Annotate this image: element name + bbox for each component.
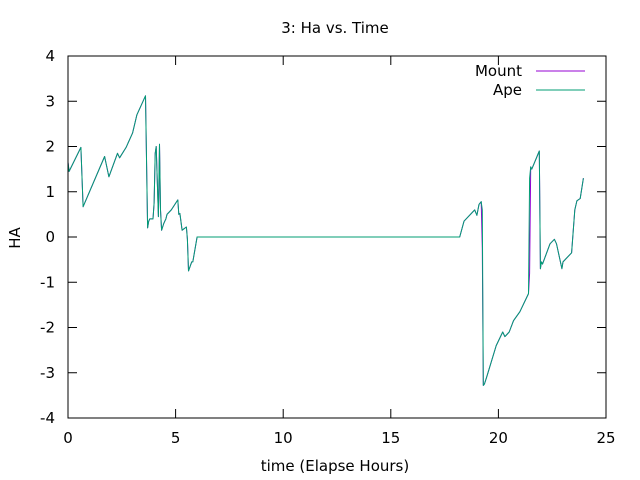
legend-label-ape: Ape bbox=[493, 81, 522, 99]
chart-title: 3: Ha vs. Time bbox=[281, 19, 389, 37]
y-tick-label: 1 bbox=[45, 183, 55, 201]
x-axis-ticks: 0 5 10 15 20 25 bbox=[63, 56, 616, 447]
y-tick-label: -1 bbox=[40, 273, 55, 291]
x-tick-label: 5 bbox=[171, 429, 181, 447]
y-axis-ticks: -4 -3 -2 -1 0 1 2 3 4 bbox=[40, 47, 606, 427]
y-tick-label: -4 bbox=[40, 409, 55, 427]
y-tick-label: 4 bbox=[45, 47, 55, 65]
x-tick-label: 0 bbox=[63, 429, 73, 447]
y-tick-label: 0 bbox=[45, 228, 55, 246]
plot-series bbox=[67, 95, 584, 386]
x-tick-label: 25 bbox=[596, 429, 615, 447]
y-tick-label: 3 bbox=[45, 92, 55, 110]
y-tick-label: -3 bbox=[40, 364, 55, 382]
x-tick-label: 15 bbox=[381, 429, 400, 447]
series-line-ape bbox=[67, 95, 584, 386]
series-line-mount bbox=[67, 95, 584, 386]
x-tick-label: 10 bbox=[274, 429, 293, 447]
legend-label-mount: Mount bbox=[475, 62, 522, 80]
y-axis-title: HA bbox=[6, 226, 24, 248]
x-axis-title: time (Elapse Hours) bbox=[261, 457, 409, 475]
x-tick-label: 20 bbox=[489, 429, 508, 447]
plot-frame bbox=[67, 55, 607, 419]
y-tick-label: -2 bbox=[40, 319, 55, 337]
y-tick-label: 2 bbox=[45, 138, 55, 156]
